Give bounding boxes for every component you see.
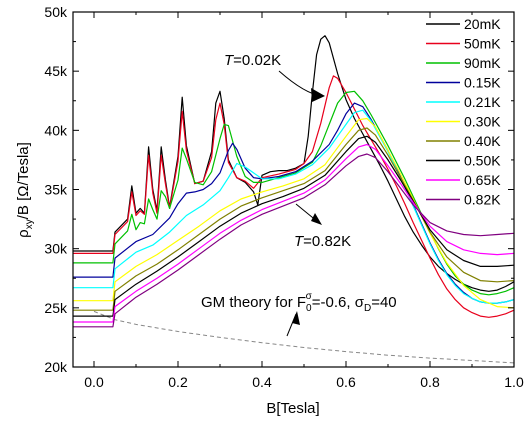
annotation-gm-theory: GM theory for F0σ=-0.6, σD=40: [201, 291, 397, 314]
annotation-t-low: T=0.82K: [294, 233, 351, 250]
y-tick-label: 25k: [44, 300, 68, 316]
x-axis-title: B[Tesla]: [266, 400, 319, 417]
annotation-t-high-arrowhead: [311, 88, 325, 102]
legend-label: 0.82K: [464, 192, 501, 208]
theory-curve-line: [93, 310, 514, 364]
y-axis-title-rest: /B [Ω/Tesla]: [15, 142, 32, 219]
x-tick-label: 1.0: [504, 374, 524, 390]
annotation-gm-arrowhead: [292, 311, 300, 325]
series-line-8: [73, 143, 514, 323]
axis-ticks: 0.0 0.2 0.4 0.6 0.8 1.0 20k 25k 30k 35k 40k 45k 50k: [44, 4, 524, 390]
plot-frame: [72, 11, 515, 368]
y-axis-title-main: ρ: [15, 229, 32, 238]
y-tick-label: 40k: [44, 122, 68, 138]
legend-label: 0.15K: [464, 75, 501, 91]
series-line-6: [73, 127, 514, 311]
legend-label: 50mK: [464, 36, 501, 52]
x-tick-label: 0.2: [168, 374, 188, 390]
series-line-0: [73, 35, 514, 292]
y-axis-title: ρxy/B [Ω/Tesla]: [15, 142, 35, 238]
legend-label: 0.40K: [464, 133, 501, 149]
annotation-t-low-arrowhead: [311, 213, 322, 225]
legend: 20mK 50mK 90mK 0.15K 0.21K 0.30K 0.40K 0.50K 0.6…: [426, 16, 501, 208]
series-group: [73, 35, 514, 364]
x-tick-label: 0.6: [336, 374, 356, 390]
y-tick-label: 50k: [44, 4, 68, 20]
series-line-9: [73, 153, 514, 328]
legend-label: 90mK: [464, 55, 501, 71]
series-line-1: [73, 75, 514, 318]
legend-label: 0.21K: [464, 94, 501, 110]
series-line-7: [73, 135, 514, 317]
y-tick-label: 20k: [44, 359, 68, 375]
legend-label: 0.65K: [464, 172, 501, 188]
series-line-5: [73, 117, 514, 309]
series-line-4: [73, 109, 514, 304]
annotation-t-high: T=0.02K: [224, 52, 281, 69]
series-line-3: [73, 102, 514, 304]
x-tick-label: 0.8: [420, 374, 440, 390]
x-tick-label: 0.0: [84, 374, 104, 390]
y-tick-label: 35k: [44, 182, 68, 198]
legend-label: 0.30K: [464, 114, 501, 130]
x-tick-label: 0.4: [252, 374, 272, 390]
y-axis-title-sub: xy: [24, 219, 35, 229]
legend-label: 0.50K: [464, 153, 501, 169]
y-tick-label: 30k: [44, 241, 68, 257]
legend-label: 20mK: [464, 16, 501, 32]
y-tick-label: 45k: [44, 63, 68, 79]
svg-text:ρxy/B [Ω/Tesla]: ρxy/B [Ω/Tesla]: [15, 142, 35, 238]
